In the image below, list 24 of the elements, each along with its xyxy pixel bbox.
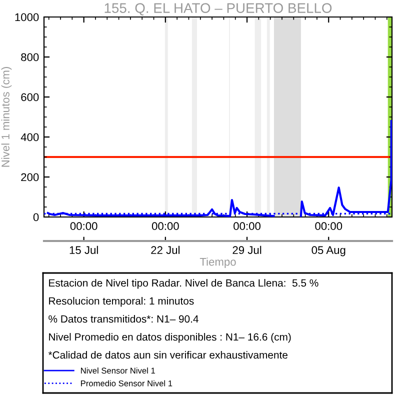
text: *Calidad de datos aun sin verificar exhaustivamente [48,351,288,359]
text: Nivel Promedio en datos disponibles : N1– 16.6 (cm) [49,333,291,343]
x2-tick-label: 15 Jul [70,246,98,254]
x-tick-label: 00:00 [152,222,179,230]
x2-tick-label: 22 Jul [151,246,180,254]
y-tick-label: 200 [21,173,39,182]
y-tick-label: 0 [33,213,39,222]
y-tick-label: 400 [20,133,39,142]
y-tick-label: 600 [21,93,39,102]
x-tick-label: 00:00 [234,222,260,230]
y-tick-label: 800 [21,53,39,62]
legend-label: Promedio Sensor Nivel 1 [81,380,172,386]
x2-tick-label: 29 Jul [232,246,262,254]
x-axis-title: Tiempo [200,258,236,268]
x-tick-label: 00:00 [315,222,342,230]
text: Resolucion temporal: 1 minutos [49,297,194,307]
y-axis-title: Nivel 1 minutos (cm) [1,67,12,167]
text: Estacion de Nivel tipo Radar. Nivel de Banca Llena: 5.5 % [49,279,318,289]
chart-title: 155. Q. EL HATO – PUERTO BELLO [104,3,332,16]
y-tick-label: 1000 [15,13,39,22]
legend-label: Nivel Sensor Nivel 1 [81,367,155,374]
x2-tick-label: 05 Aug [312,246,346,256]
text: % Datos transmitidos*: N1– 90.4 [48,315,198,323]
x-tick-label: 00:00 [70,222,98,230]
